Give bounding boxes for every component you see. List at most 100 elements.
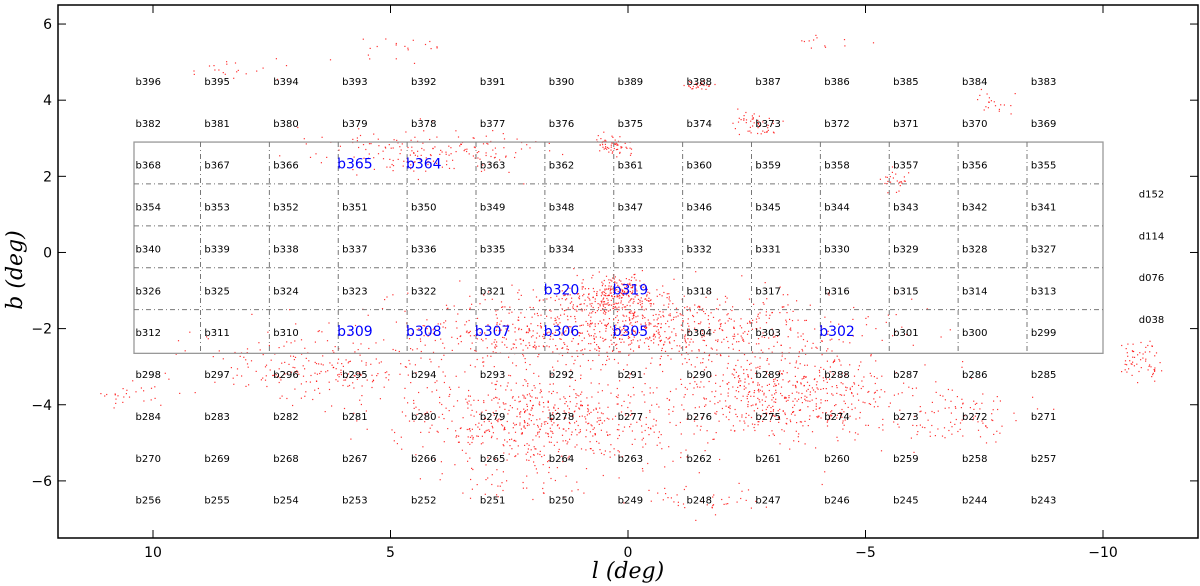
- star-point: [675, 333, 677, 335]
- star-point: [717, 339, 719, 341]
- star-point: [889, 181, 892, 183]
- star-point: [586, 330, 589, 332]
- star-point: [912, 395, 914, 397]
- star-point: [579, 429, 581, 431]
- star-point: [617, 319, 619, 321]
- star-point: [600, 309, 602, 311]
- star-point: [623, 341, 625, 343]
- star-point: [566, 298, 568, 300]
- star-point: [649, 292, 651, 294]
- star-point: [706, 430, 708, 432]
- star-point: [292, 404, 294, 407]
- star-point: [482, 442, 484, 444]
- star-point: [782, 370, 784, 372]
- star-point: [705, 398, 707, 400]
- star-point: [317, 330, 319, 333]
- star-point: [693, 433, 695, 435]
- star-point: [992, 409, 994, 411]
- star-point: [627, 326, 629, 328]
- star-point: [679, 313, 681, 315]
- star-point: [733, 320, 735, 322]
- star-point: [1131, 374, 1133, 376]
- star-point: [959, 428, 961, 430]
- star-point: [424, 421, 426, 423]
- star-point: [567, 457, 569, 459]
- star-point: [668, 298, 670, 300]
- star-point: [469, 430, 471, 432]
- star-point: [761, 390, 763, 392]
- y-tick-label: 2: [43, 169, 52, 185]
- star-point: [625, 330, 627, 333]
- tile-label: b369: [1031, 119, 1056, 130]
- star-point: [585, 449, 587, 451]
- star-point: [621, 283, 623, 285]
- star-point: [815, 408, 817, 410]
- star-point: [677, 504, 679, 507]
- star-point: [800, 382, 802, 384]
- star-point: [626, 294, 628, 296]
- star-point: [551, 418, 554, 420]
- star-point: [683, 488, 685, 491]
- star-point: [526, 394, 528, 396]
- star-point: [222, 358, 224, 360]
- star-point: [727, 313, 729, 315]
- star-point: [372, 380, 375, 382]
- star-point: [448, 410, 450, 412]
- star-point: [607, 302, 609, 304]
- star-point: [342, 365, 344, 367]
- star-point: [429, 138, 431, 141]
- star-point: [650, 305, 652, 307]
- star-point: [797, 336, 799, 338]
- star-point: [1140, 341, 1142, 344]
- tile-label: b377: [480, 119, 505, 130]
- star-point: [356, 174, 358, 176]
- star-point: [734, 377, 736, 379]
- star-point: [605, 146, 607, 148]
- star-point: [641, 314, 643, 316]
- star-point: [532, 289, 534, 291]
- star-point: [436, 46, 438, 48]
- star-point: [589, 448, 591, 450]
- star-point: [556, 425, 559, 427]
- star-point: [699, 84, 701, 86]
- star-point: [897, 393, 899, 395]
- star-point: [694, 381, 696, 383]
- star-point: [818, 415, 820, 417]
- star-point: [455, 436, 457, 438]
- star-point: [623, 306, 625, 308]
- star-point: [509, 445, 511, 447]
- star-point: [771, 312, 773, 314]
- star-point: [524, 358, 526, 360]
- star-point: [693, 387, 695, 389]
- star-point: [1015, 420, 1017, 422]
- star-point: [457, 343, 460, 345]
- star-point: [683, 295, 685, 297]
- star-point: [473, 335, 475, 337]
- star-point: [358, 166, 360, 169]
- star-point: [887, 192, 889, 194]
- star-point: [619, 152, 621, 154]
- star-point: [768, 363, 770, 365]
- star-point: [500, 385, 502, 387]
- star-point: [658, 314, 660, 316]
- star-point: [647, 427, 649, 429]
- star-point: [615, 149, 618, 151]
- star-point: [563, 410, 565, 412]
- star-point: [845, 386, 847, 388]
- star-point: [212, 356, 214, 358]
- star-point: [284, 373, 286, 375]
- star-point: [1152, 374, 1154, 376]
- star-point: [528, 418, 530, 420]
- star-point: [469, 395, 471, 397]
- star-point: [482, 143, 485, 145]
- star-point: [618, 456, 620, 458]
- star-point: [698, 472, 700, 474]
- star-point: [840, 376, 842, 378]
- star-point: [715, 339, 717, 341]
- star-point: [950, 400, 952, 402]
- star-point: [830, 321, 832, 323]
- star-point: [806, 340, 808, 342]
- star-point: [775, 398, 777, 400]
- star-point: [727, 340, 729, 343]
- tile-label: b342: [962, 203, 987, 214]
